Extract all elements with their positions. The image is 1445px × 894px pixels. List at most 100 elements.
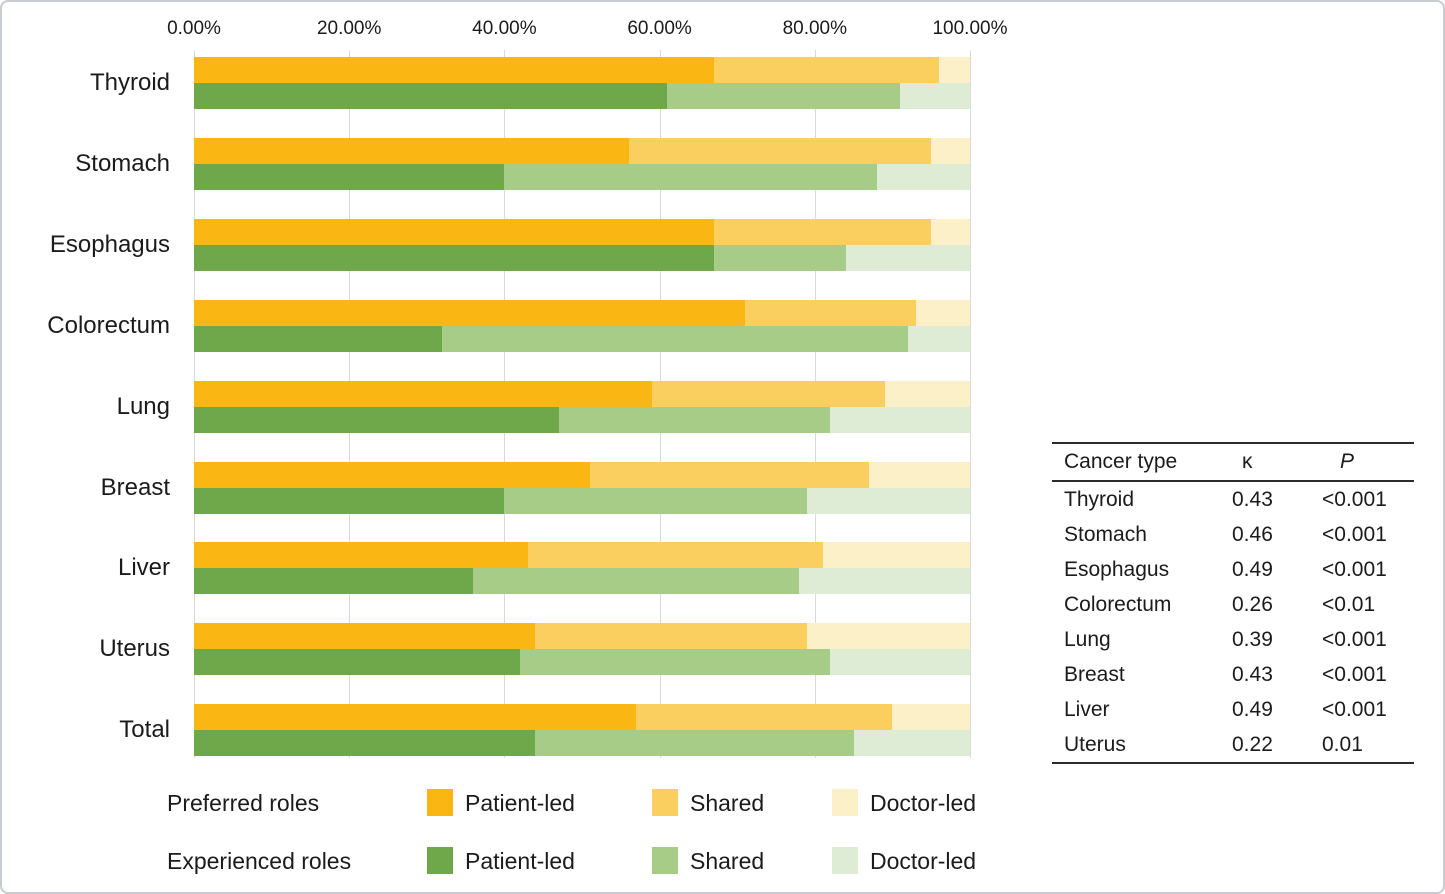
kappa-table-cell: 0.39 (1232, 627, 1273, 651)
bar-segment-doctor-led (822, 542, 970, 568)
kappa-table-cell: Stomach (1064, 522, 1147, 546)
legend-series-title: Experienced roles (167, 848, 352, 874)
bar-segment-doctor-led (931, 138, 970, 164)
kappa-table-header-cell: κ (1242, 450, 1253, 473)
legend-item-label: Shared (690, 848, 765, 874)
kappa-table-row: Stomach 0.46 <0.001 (1052, 517, 1414, 552)
bar-segment-doctor-led (907, 326, 970, 352)
bar-segment-shared (667, 83, 901, 109)
preferred-roles-bar (194, 462, 970, 488)
bar-segment-doctor-led (876, 164, 970, 190)
legend-swatch (832, 847, 858, 874)
legend-item-label: Patient-led (465, 790, 575, 816)
bar-segment-shared (527, 542, 823, 568)
category-label: Total (119, 716, 170, 743)
kappa-table-cell: 0.43 (1232, 487, 1273, 511)
category-label: Breast (100, 474, 170, 501)
kappa-table-row: Esophagus 0.49 <0.001 (1052, 552, 1414, 587)
legend-swatch (652, 789, 678, 816)
legend-swatch (652, 847, 678, 874)
bar-segment-doctor-led (830, 649, 970, 675)
bar-segment-doctor-led (830, 407, 970, 433)
bar-segment-patient-led (194, 83, 668, 109)
kappa-table-cell: <0.001 (1322, 662, 1387, 686)
preferred-roles-bar (194, 219, 970, 245)
kappa-table-cell: 0.46 (1232, 522, 1273, 546)
preferred-roles-bar (194, 300, 970, 326)
preferred-roles-bar (194, 623, 970, 649)
bar-segment-doctor-led (931, 219, 970, 245)
gridline (970, 50, 971, 758)
kappa-table-cell: Liver (1064, 697, 1110, 721)
category-label: Lung (116, 393, 170, 420)
legend-series-title: Preferred roles (167, 790, 320, 816)
category-label: Liver (117, 554, 170, 581)
experienced-roles-bar (194, 568, 970, 594)
kappa-table-cell: Breast (1064, 662, 1125, 686)
kappa-table-cell: Thyroid (1064, 487, 1135, 511)
experienced-roles-bar (194, 83, 970, 109)
preferred-roles-bar (194, 704, 970, 730)
bar-segment-patient-led (194, 542, 528, 568)
experienced-roles-bar (194, 488, 970, 514)
bar-segment-patient-led (194, 57, 714, 83)
kappa-table-row: Liver 0.49 <0.001 (1052, 692, 1414, 727)
experienced-roles-bar (194, 730, 970, 756)
bar-segment-doctor-led (807, 623, 970, 649)
kappa-table-cell: 0.22 (1232, 732, 1273, 756)
bar-segment-patient-led (194, 381, 652, 407)
bar-segment-shared (744, 300, 916, 326)
bar-segment-patient-led (194, 649, 520, 675)
kappa-table-cell: Colorectum (1064, 592, 1172, 616)
kappa-table-cell: 0.01 (1322, 732, 1363, 756)
category-label: Stomach (75, 150, 170, 177)
legend-item-label: Shared (690, 790, 765, 816)
legend-swatch (427, 847, 453, 874)
category-label: Esophagus (49, 231, 170, 258)
bar-segment-shared (558, 407, 831, 433)
experienced-roles-bar (194, 407, 970, 433)
bar-segment-patient-led (194, 138, 629, 164)
bar-segment-doctor-led (807, 488, 970, 514)
kappa-table-cell: <0.001 (1322, 487, 1387, 511)
x-axis-tick-label: 60.00% (627, 18, 692, 39)
preferred-roles-bar (194, 542, 970, 568)
bar-segment-shared (504, 488, 808, 514)
bar-segment-shared (713, 57, 939, 83)
bar-segment-doctor-led (900, 83, 970, 109)
bar-segment-shared (473, 568, 800, 594)
bar-segment-shared (535, 623, 808, 649)
bar-segment-patient-led (194, 407, 559, 433)
x-axis-tick-label: 40.00% (472, 18, 537, 39)
kappa-table-cell: 0.43 (1232, 662, 1273, 686)
kappa-table-header: Cancer type κ P (1052, 443, 1414, 481)
kappa-table-cell: <0.001 (1322, 522, 1387, 546)
bar-segment-shared (628, 138, 932, 164)
legend-item-label: Doctor-led (870, 790, 977, 816)
bar-segment-doctor-led (869, 462, 970, 488)
kappa-table-cell: Lung (1064, 627, 1111, 651)
kappa-table-cell: <0.001 (1322, 627, 1387, 651)
legend-swatch (427, 789, 453, 816)
bar-segment-shared (535, 730, 854, 756)
bar-segment-patient-led (194, 623, 536, 649)
bar-segment-patient-led (194, 326, 443, 352)
bar-segment-patient-led (194, 164, 505, 190)
kappa-table-cell: <0.01 (1322, 592, 1376, 616)
category-label: Colorectum (47, 312, 170, 339)
bar-segment-doctor-led (884, 381, 970, 407)
x-axis-tick-label: 20.00% (316, 18, 382, 39)
legend-item-label: Patient-led (465, 848, 575, 874)
kappa-table-cell: 0.26 (1232, 592, 1273, 616)
kappa-table-cell: <0.001 (1322, 557, 1387, 581)
bar-segment-shared (636, 704, 893, 730)
experienced-roles-bar (194, 649, 970, 675)
experienced-roles-bar (194, 326, 970, 352)
bar-segment-shared (504, 164, 877, 190)
bar-segment-patient-led (194, 568, 474, 594)
x-axis-tick-label: 0.00% (167, 18, 221, 39)
bar-segment-doctor-led (853, 730, 970, 756)
bar-segment-doctor-led (915, 300, 970, 326)
bar-segment-patient-led (194, 488, 505, 514)
